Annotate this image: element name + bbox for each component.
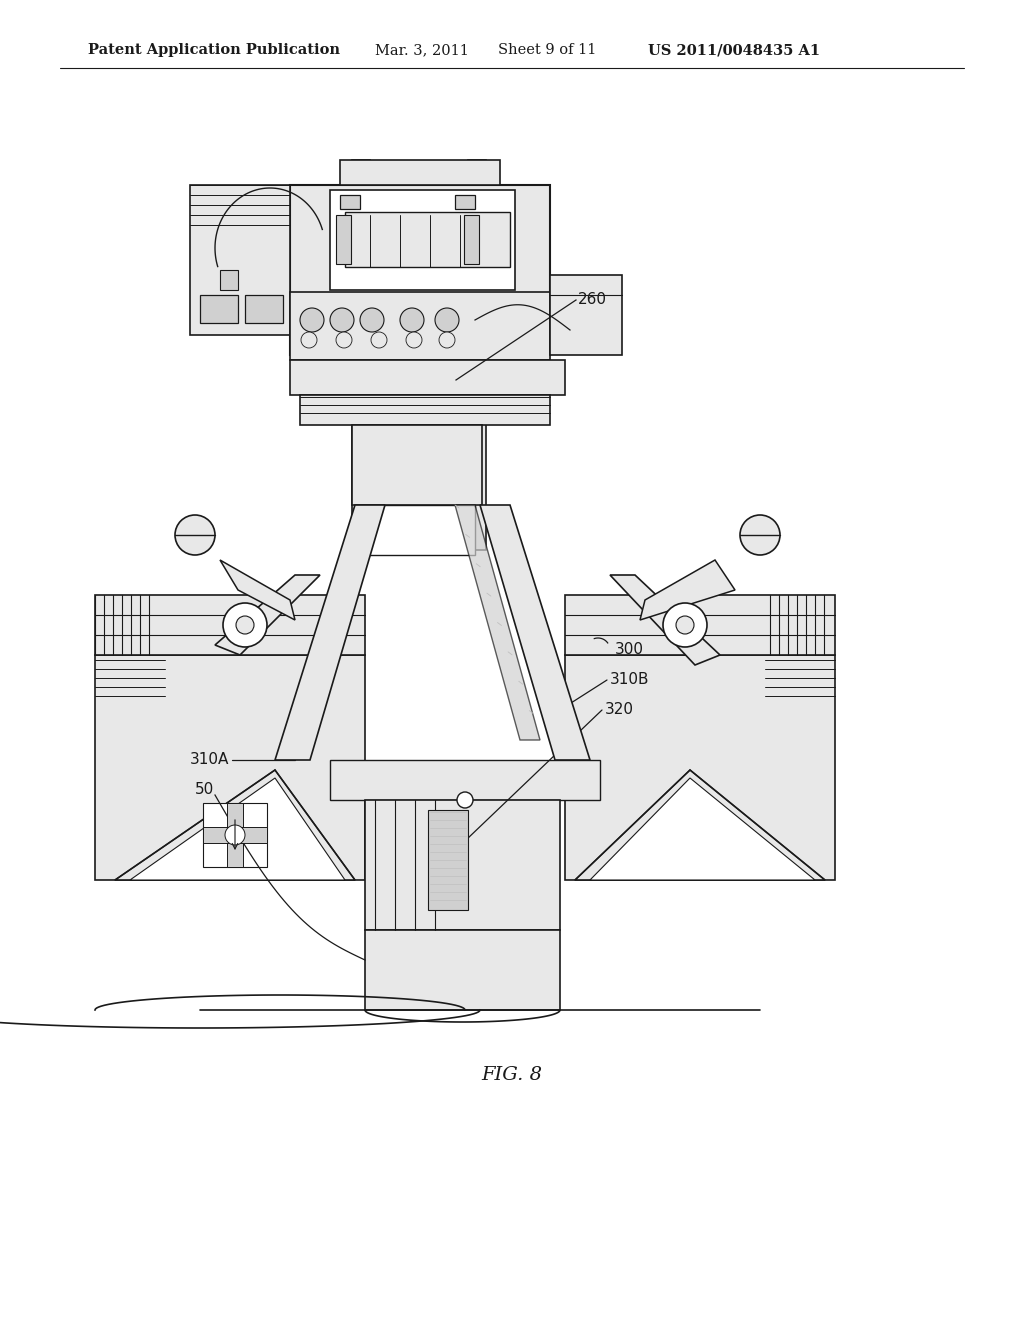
Bar [340,160,500,185]
Text: 50: 50 [195,783,214,797]
Circle shape [435,308,459,333]
Bar [200,294,238,323]
Text: 210: 210 [370,224,399,239]
Polygon shape [227,803,243,867]
Bar [290,185,550,355]
Circle shape [360,308,384,333]
Bar [290,292,550,360]
Polygon shape [640,560,735,620]
Bar [95,595,365,655]
Polygon shape [565,655,835,880]
Bar [330,760,600,800]
Bar [365,800,560,931]
Text: 310B: 310B [610,672,649,688]
Bar [455,195,475,209]
Circle shape [223,603,267,647]
Polygon shape [130,777,345,880]
Bar [468,160,486,550]
Circle shape [663,603,707,647]
Bar [550,275,622,355]
Polygon shape [575,770,825,880]
Polygon shape [455,506,540,741]
Bar [365,931,560,1010]
Circle shape [175,515,215,554]
Polygon shape [95,655,365,880]
Circle shape [439,333,455,348]
Bar [336,215,351,264]
Circle shape [740,515,780,554]
Circle shape [236,616,254,634]
Circle shape [225,825,245,845]
Bar [330,190,515,290]
Polygon shape [275,506,385,760]
Text: Patent Application Publication: Patent Application Publication [88,44,340,57]
Text: 320: 320 [605,702,634,718]
Polygon shape [590,777,815,880]
Bar [352,425,482,506]
Circle shape [371,333,387,348]
Text: Mar. 3, 2011: Mar. 3, 2011 [375,44,469,57]
Polygon shape [215,576,319,655]
Bar [360,506,475,554]
Circle shape [300,308,324,333]
Bar [340,195,360,209]
Text: 210: 210 [380,223,409,238]
Circle shape [301,333,317,348]
Bar [464,215,479,264]
Bar [428,810,468,909]
Circle shape [457,792,473,808]
Bar [345,213,510,267]
Bar [220,271,238,290]
Text: 310A: 310A [190,752,229,767]
Text: Sheet 9 of 11: Sheet 9 of 11 [498,44,596,57]
Text: FIG. 8: FIG. 8 [481,1067,543,1084]
Text: 260: 260 [575,322,604,338]
Bar [190,185,290,335]
Polygon shape [480,506,590,760]
Bar [300,395,550,425]
Polygon shape [220,560,295,620]
Text: 300: 300 [615,643,644,657]
Text: 260: 260 [578,293,607,308]
Circle shape [336,333,352,348]
Bar [352,160,370,550]
Polygon shape [610,576,720,665]
Circle shape [400,308,424,333]
Circle shape [676,616,694,634]
Bar [290,360,565,395]
Text: US 2011/0048435 A1: US 2011/0048435 A1 [648,44,820,57]
Polygon shape [203,803,267,867]
Polygon shape [115,770,355,880]
Circle shape [330,308,354,333]
Circle shape [406,333,422,348]
Bar [245,294,283,323]
Bar [565,595,835,655]
Polygon shape [203,828,267,843]
